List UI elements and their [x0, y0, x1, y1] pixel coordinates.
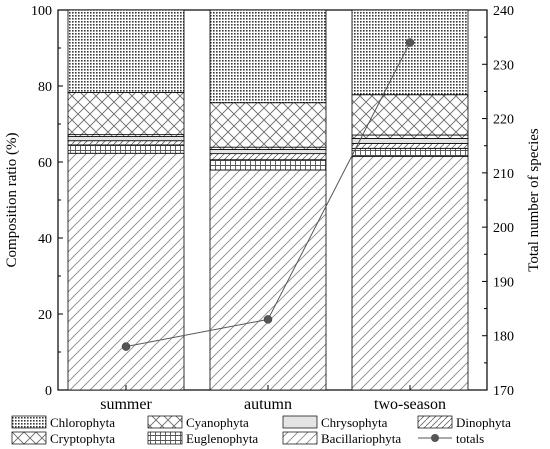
y-axis-title: Composition ratio (%) — [4, 133, 20, 268]
y-tick-label: 80 — [38, 80, 52, 95]
bar-chlorophyta-summer — [67, 9, 185, 93]
bar-cryptophyta-two-season — [351, 134, 469, 139]
y2-axis-title: Total number of species — [526, 128, 542, 272]
y2-tick-label: 200 — [493, 221, 514, 236]
legend: Chlorophyta Cyanophyta Chrysophyta Dinophyt… — [11, 415, 511, 446]
y2-tick-label: 220 — [493, 113, 514, 128]
left-axis: 0 20 40 60 80 100 — [31, 4, 63, 399]
y-tick-label: 100 — [31, 4, 52, 19]
y2-tick-label: 190 — [493, 275, 514, 290]
legend-label-dinophyta: Dinophyta — [456, 415, 511, 430]
bar-chrysophyta-autumn — [209, 149, 327, 155]
bar-dinophyta-summer — [67, 140, 185, 146]
legend-swatch-totals-marker — [431, 434, 439, 442]
y2-tick-label: 180 — [493, 330, 514, 345]
bar-bacillariophyta-autumn — [209, 169, 327, 391]
bar-bacillariophyta-two-season — [351, 155, 469, 391]
bar-euglenophyta-two-season — [351, 147, 469, 157]
legend-swatch-euglenophyta — [147, 431, 183, 445]
legend-swatch-chrysophyta — [282, 415, 318, 429]
legend-label-bacillariophyta: Bacillariophyta — [321, 431, 401, 446]
y-tick-label: 0 — [45, 384, 52, 399]
bar-chlorophyta-two-season — [351, 9, 469, 96]
bar-dinophyta-autumn — [209, 153, 327, 161]
y2-tick-label: 230 — [493, 58, 514, 73]
bar-chrysophyta-two-season — [351, 138, 469, 144]
totals-point-two-season — [405, 38, 415, 47]
bar-euglenophyta-autumn — [209, 159, 327, 171]
legend-label-cyanophyta: Cyanophyta — [186, 415, 249, 430]
totals-line — [121, 38, 415, 351]
legend-swatch-cyanophyta — [147, 415, 183, 429]
legend-label-chlorophyta: Chlorophyta — [50, 415, 115, 430]
legend-swatch-bacillariophyta — [282, 431, 318, 445]
right-axis: 170 180 190 200 210 220 230 240 — [482, 4, 514, 399]
legend-label-euglenophyta: Euglenophyta — [186, 431, 258, 446]
bar-cyanophyta-two-season — [351, 94, 469, 136]
bar-cyanophyta-autumn — [209, 102, 327, 148]
y-tick-label: 40 — [38, 232, 52, 247]
legend-swatch-cryptophyta — [11, 431, 47, 445]
y2-tick-label: 240 — [493, 4, 514, 19]
bar-cyanophyta-summer — [67, 92, 185, 136]
y-tick-label: 20 — [38, 308, 52, 323]
y2-tick-label: 210 — [493, 167, 514, 182]
y-tick-label: 60 — [38, 156, 52, 171]
legend-label-cryptophyta: Cryptophyta — [50, 431, 115, 446]
legend-swatch-chlorophyta — [11, 415, 47, 429]
bar-chrysophyta-summer — [67, 136, 185, 142]
stacked-bars — [67, 9, 469, 391]
legend-label-chrysophyta: Chrysophyta — [321, 415, 388, 430]
legend-label-totals: totals — [456, 431, 484, 446]
totals-point-summer — [121, 342, 131, 351]
bar-dinophyta-two-season — [351, 142, 469, 149]
totals-point-autumn — [263, 315, 273, 324]
bar-euglenophyta-summer — [67, 144, 185, 154]
bar-bacillariophyta-summer — [67, 152, 185, 391]
legend-swatch-dinophyta — [417, 415, 453, 429]
x-tick-label-summer: summer — [100, 396, 152, 413]
x-tick-label-two-season: two-season — [374, 396, 446, 413]
x-tick-label-autumn: autumn — [244, 396, 292, 413]
category-axis: summer autumn two-season — [100, 385, 446, 413]
bar-chlorophyta-autumn — [209, 9, 327, 104]
y2-tick-label: 170 — [493, 384, 514, 399]
